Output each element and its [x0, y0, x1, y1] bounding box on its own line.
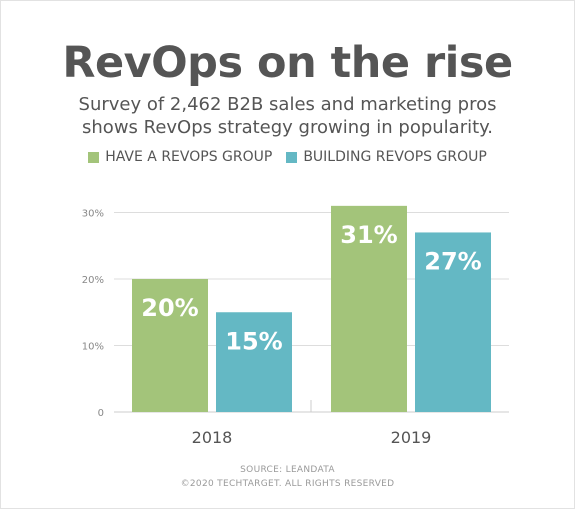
- legend-item-have: HAVE A REVOPS GROUP: [88, 149, 272, 165]
- bar-chart: 0 10% 20% 30% 20% 15% 2018 31% 27% 2019: [82, 205, 509, 447]
- x-tick-label: 2018: [192, 428, 233, 447]
- legend-swatch-building: [286, 151, 298, 163]
- y-tick-label: 10%: [82, 342, 104, 353]
- y-tick-label: 0: [98, 408, 104, 419]
- copyright-note: ©2020 TECHTARGET. ALL RIGHTS RESERVED: [180, 479, 395, 489]
- subtitle-line-1: Survey of 2,462 B2B sales and marketing …: [78, 94, 497, 115]
- chart-subtitle: Survey of 2,462 B2B sales and marketing …: [1, 93, 574, 139]
- bar-value-label: 31%: [340, 221, 397, 249]
- x-tick-label: 2019: [391, 428, 432, 447]
- bar: [415, 232, 491, 412]
- legend-label-building: BUILDING REVOPS GROUP: [303, 149, 487, 165]
- bar: [216, 312, 292, 412]
- bar-value-label: 15%: [225, 327, 282, 355]
- chart-legend: HAVE A REVOPS GROUP BUILDING REVOPS GROU…: [1, 149, 574, 165]
- bar-value-label: 20%: [141, 294, 198, 322]
- bar-value-label: 27%: [424, 247, 481, 275]
- y-tick-label: 20%: [82, 275, 104, 286]
- bar: [132, 279, 208, 412]
- y-tick-label: 30%: [82, 209, 104, 220]
- source-note: SOURCE: LEANDATA: [240, 465, 335, 475]
- chart-title: RevOps on the rise: [62, 38, 513, 88]
- legend-item-building: BUILDING REVOPS GROUP: [286, 149, 487, 165]
- subtitle-line-2: shows RevOps strategy growing in popular…: [82, 117, 493, 138]
- legend-swatch-have: [88, 151, 100, 163]
- bar: [331, 205, 407, 412]
- legend-label-have: HAVE A REVOPS GROUP: [105, 149, 273, 165]
